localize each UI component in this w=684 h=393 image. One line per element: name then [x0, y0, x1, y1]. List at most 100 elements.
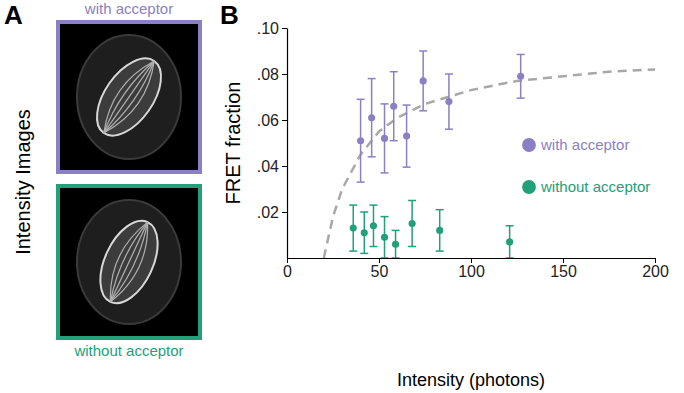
tick-mark — [655, 258, 656, 263]
error-bar — [506, 226, 514, 258]
tick: 100 — [458, 258, 485, 280]
point — [403, 133, 410, 140]
error-bar — [360, 212, 368, 253]
tick-label: .08 — [257, 66, 279, 83]
point — [445, 98, 452, 105]
tick-mark — [282, 212, 287, 213]
tick: 150 — [550, 258, 577, 280]
error-bar — [436, 210, 444, 251]
error-bar — [403, 105, 411, 167]
legend-marker — [522, 180, 536, 194]
error-bar-cap — [381, 216, 389, 218]
error-bar — [381, 104, 389, 173]
error-bar-cap — [390, 140, 398, 142]
point — [392, 241, 399, 248]
tick-label: 200 — [642, 263, 669, 280]
error-bar — [392, 230, 400, 258]
tick-label: .10 — [257, 20, 279, 37]
error-bar-cap — [445, 73, 453, 75]
tick-mark — [379, 258, 380, 263]
tick-mark — [282, 74, 287, 75]
tick-label: 0 — [283, 263, 292, 280]
tick-mark — [282, 120, 287, 121]
spindle-fiber — [110, 222, 157, 306]
error-bar — [390, 72, 398, 141]
spindle-outline — [89, 212, 170, 312]
tick: .02 — [257, 204, 287, 221]
point — [420, 77, 427, 84]
spindle-fiber — [104, 61, 159, 136]
tick: 200 — [642, 258, 669, 280]
x-axis-title: Intensity (photons) — [397, 370, 545, 390]
x-axis: 0 50 100 150 200 — [283, 258, 669, 280]
point — [517, 73, 524, 80]
spindle — [84, 47, 174, 147]
point — [409, 220, 416, 227]
error-bar-cap — [506, 257, 514, 258]
tick-label: 50 — [371, 263, 389, 280]
spindle-fiber — [99, 58, 154, 133]
point — [506, 238, 513, 245]
error-bar-cap — [403, 166, 411, 168]
legend: with acceptor without acceptor — [522, 136, 650, 195]
error-bar — [368, 79, 376, 157]
image-background — [58, 22, 200, 172]
plot-marks — [324, 51, 655, 258]
image-background — [58, 186, 200, 338]
error-bar-cap — [517, 97, 525, 99]
error-bar — [419, 51, 427, 111]
error-bar — [369, 205, 377, 246]
legend-marker — [522, 138, 536, 152]
tick: 0 — [283, 258, 292, 280]
point — [381, 234, 388, 241]
error-bar-cap — [381, 257, 389, 258]
error-bar-cap — [419, 110, 427, 112]
error-bar — [445, 74, 453, 129]
series — [357, 51, 525, 182]
error-bar-cap — [360, 253, 368, 255]
fit-line — [324, 69, 655, 258]
image-caption: without acceptor — [73, 342, 183, 359]
y-axis-title: FRET fraction — [222, 82, 244, 205]
error-bar-cap — [381, 172, 389, 174]
point — [390, 103, 397, 110]
tick-mark — [471, 258, 472, 263]
point — [370, 222, 377, 229]
image-panel: without acceptor — [58, 186, 200, 359]
cell-outline — [77, 200, 181, 324]
series — [349, 201, 513, 259]
point — [361, 229, 368, 236]
image-caption: with acceptor — [84, 0, 173, 17]
legend-label: with acceptor — [540, 136, 629, 153]
error-bar-cap — [419, 50, 427, 52]
tick-label: .02 — [257, 204, 279, 221]
cell-outline — [77, 35, 181, 159]
tick-label: .06 — [257, 112, 279, 129]
tick: .08 — [257, 66, 287, 83]
error-bar-cap — [403, 104, 411, 106]
tick: .10 — [257, 20, 287, 37]
point — [357, 137, 364, 144]
spindle-fiber — [110, 222, 152, 304]
legend-label: without acceptor — [540, 178, 650, 195]
spindle-fiber — [104, 61, 154, 133]
error-bar-cap — [436, 209, 444, 211]
error-bar-cap — [390, 71, 398, 73]
spindle-fiber — [110, 222, 147, 302]
tick: 50 — [371, 258, 389, 280]
error-bar-cap — [517, 54, 525, 56]
point — [368, 114, 375, 121]
error-bar-cap — [368, 78, 376, 80]
error-bar-cap — [408, 200, 416, 202]
error-bar-cap — [368, 156, 376, 158]
error-bar-cap — [392, 257, 400, 258]
tick-mark — [287, 258, 288, 263]
error-bar — [349, 205, 357, 251]
error-bar — [381, 217, 389, 258]
error-bar-cap — [445, 128, 453, 130]
tick-label: 150 — [550, 263, 577, 280]
tick-label: .04 — [257, 158, 279, 175]
error-bar-cap — [506, 225, 514, 227]
point — [436, 227, 443, 234]
error-bar-cap — [392, 230, 400, 232]
